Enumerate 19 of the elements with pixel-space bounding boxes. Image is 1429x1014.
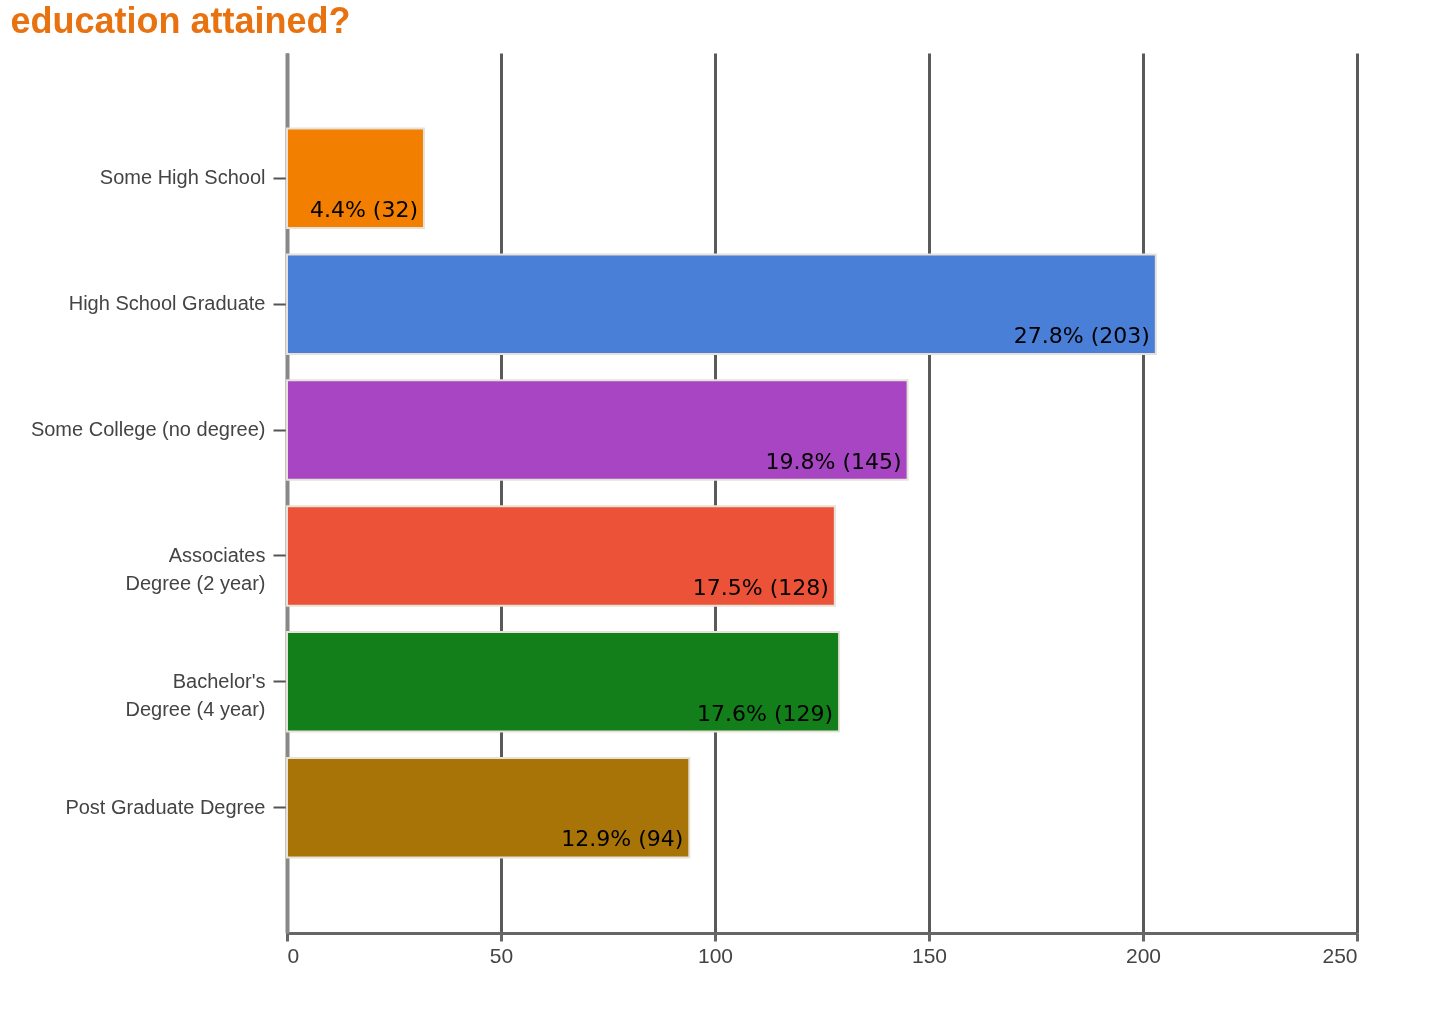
x-tick-label: 250 — [1322, 943, 1358, 967]
data-label: 12.9% (94) — [561, 826, 684, 852]
y-tick-label: Bachelor's Degree (4 year) — [125, 669, 266, 720]
y-tick-label: Post Graduate Degree — [65, 795, 266, 818]
y-tick-label: Associates Degree (2 year) — [125, 543, 266, 594]
y-tick-label: Some High School — [99, 166, 266, 189]
data-label: 4.4% (32) — [309, 196, 418, 222]
x-tick-label: 200 — [1125, 943, 1162, 967]
x-tick-label: 50 — [489, 943, 514, 967]
x-tick-label: 150 — [911, 943, 948, 967]
data-label: 27.8% (203) — [1013, 322, 1150, 348]
x-tick-label: 0 — [287, 943, 300, 967]
x-tick-label: 100 — [697, 943, 734, 967]
y-tick-label: Some College (no degree) — [30, 418, 266, 441]
y-tick-label: High School Graduate — [68, 292, 266, 315]
data-label: 19.8% (145) — [765, 448, 902, 474]
data-label: 17.6% (129) — [697, 700, 834, 726]
chart-title: education attained? — [10, 0, 351, 41]
data-label: 17.5% (128) — [692, 574, 829, 600]
